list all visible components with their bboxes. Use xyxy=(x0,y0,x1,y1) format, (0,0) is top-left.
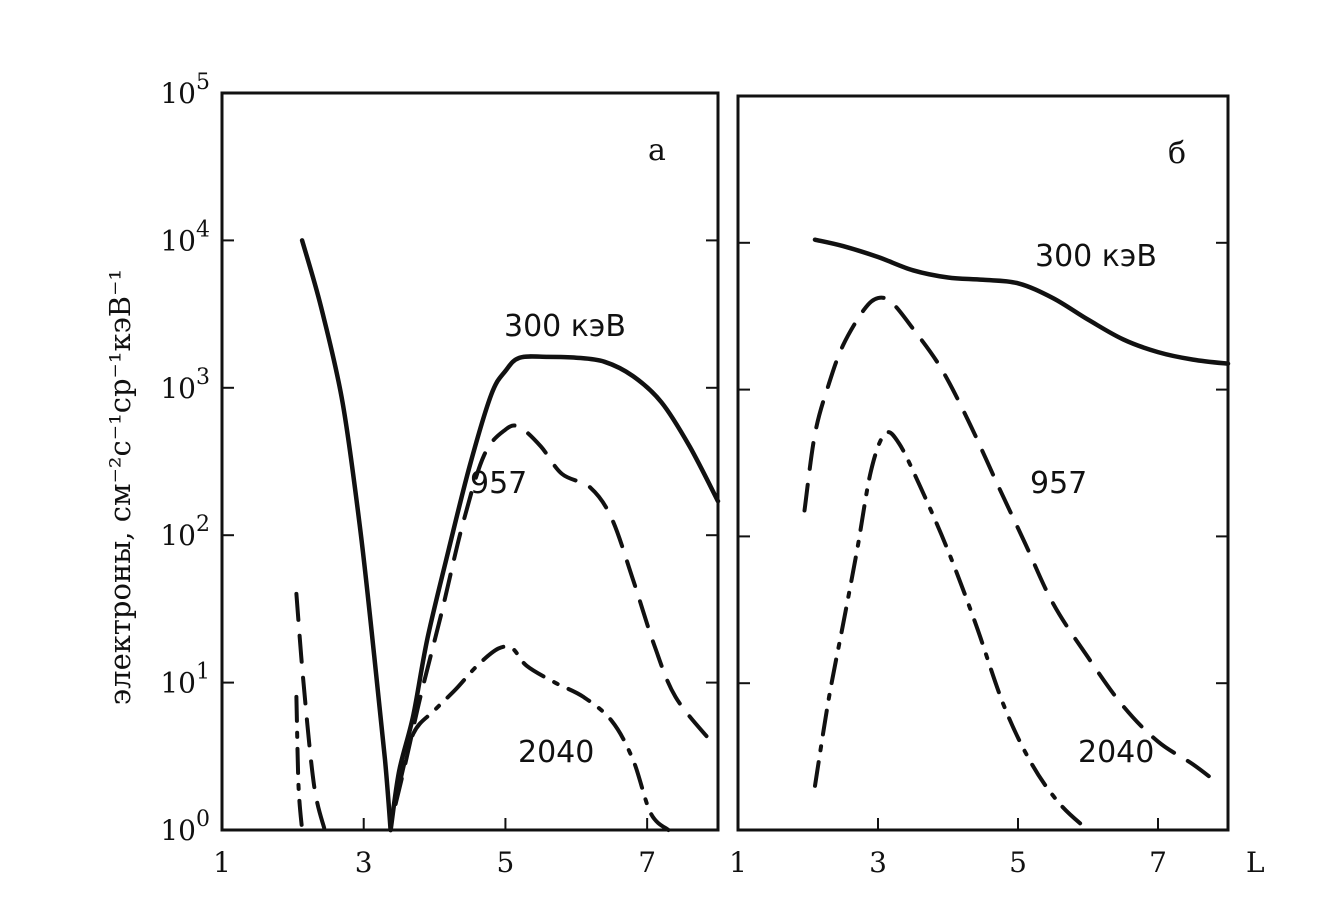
curve-label-300-a: 300 кэВ xyxy=(504,309,626,344)
series-line-300-a xyxy=(299,238,393,833)
x-tick-label-b: 3 xyxy=(869,846,887,879)
y-tick-label: 104 xyxy=(160,217,210,257)
y-tick-base: 10 xyxy=(160,77,196,110)
y-tick-exponent: 3 xyxy=(196,365,210,390)
series-line-300-b xyxy=(812,237,1231,366)
y-tick-label: 103 xyxy=(160,365,210,405)
series-line-957-a xyxy=(294,591,327,832)
curve-label-2040-a: 2040 xyxy=(518,735,594,770)
panel-b: 1 3 5 7 300 кэВ 957 2040 б L xyxy=(729,94,1265,879)
y-tick-exponent: 5 xyxy=(196,70,210,95)
x-tick-label-a: 7 xyxy=(638,846,656,879)
plot-frame-a xyxy=(220,91,720,832)
plot-frame-b xyxy=(736,94,1230,832)
y-tick-label: 105 xyxy=(160,70,210,110)
y-tick-exponent: 4 xyxy=(196,217,210,242)
x-tick-label-a: 1 xyxy=(213,846,231,879)
y-axis-label: электроны, см⁻²с⁻¹ср⁻¹кэВ⁻¹ xyxy=(103,269,137,705)
y-tick-base: 10 xyxy=(160,519,196,552)
y-tick-label: 101 xyxy=(160,660,210,700)
series-line-957-a xyxy=(393,423,713,806)
y-tick-base: 10 xyxy=(160,372,196,405)
y-tick-base: 10 xyxy=(160,224,196,257)
y-tick-exponent: 1 xyxy=(196,660,210,685)
series-line-300-a xyxy=(388,354,721,833)
x-tick-label-b: 1 xyxy=(729,846,747,879)
curve-label-2040-b: 2040 xyxy=(1078,735,1154,770)
curve-label-300-b: 300 кэВ xyxy=(1035,239,1157,274)
x-tick-label-b: 5 xyxy=(1009,846,1027,879)
curve-label-957-b: 957 xyxy=(1030,466,1087,501)
y-tick-exponent: 2 xyxy=(196,512,210,537)
x-tick-label-b: 7 xyxy=(1149,846,1167,879)
x-axis-label: L xyxy=(1246,846,1265,879)
series-line-2040-a xyxy=(294,694,305,832)
series-line-2040-a xyxy=(397,644,671,832)
y-tick-base: 10 xyxy=(160,667,196,700)
panel-letter-a: а xyxy=(648,133,666,168)
panel-letter-b: б xyxy=(1168,136,1186,171)
curve-label-957-a: 957 xyxy=(470,466,527,501)
x-tick-label-a: 5 xyxy=(497,846,515,879)
x-tick-label-a: 3 xyxy=(355,846,373,879)
y-tick-label: 102 xyxy=(160,512,210,552)
series-line-957-b xyxy=(802,295,1223,788)
y-tick-exponent: 0 xyxy=(196,807,210,832)
series-line-2040-b xyxy=(813,430,1090,832)
y-tick-label: 100 xyxy=(160,807,210,847)
y-tick-base: 10 xyxy=(160,814,196,847)
